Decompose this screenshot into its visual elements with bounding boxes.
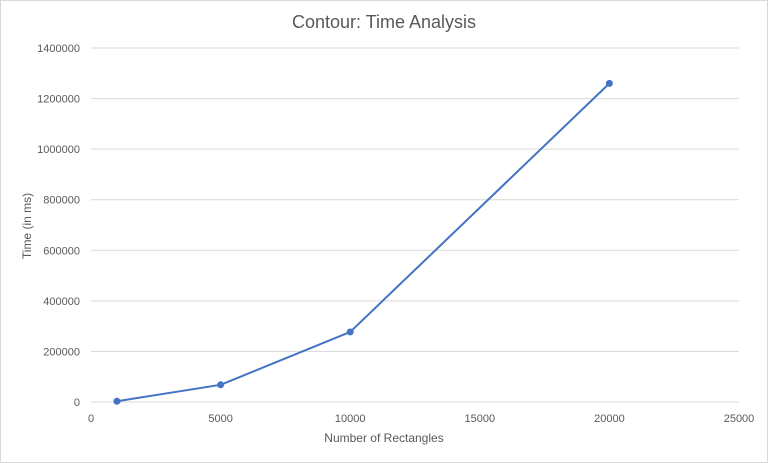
data-point	[113, 397, 121, 405]
y-tick-label: 800000	[43, 195, 80, 207]
y-tick-label: 1000000	[37, 144, 80, 156]
data-point	[217, 381, 225, 389]
y-tick-label: 600000	[43, 245, 80, 257]
y-axis-label: Time (in ms)	[20, 193, 34, 259]
y-axis-ticks: 0 200000 400000 600000 800000 1000000 1200000 1…	[37, 43, 80, 409]
x-tick-label: 20000	[594, 413, 625, 425]
x-tick-label: 0	[88, 413, 94, 425]
data-point	[346, 328, 354, 336]
y-tick-label: 200000	[43, 346, 80, 358]
x-tick-label: 5000	[208, 413, 232, 425]
data-point	[605, 79, 613, 87]
y-tick-label: 400000	[43, 296, 80, 308]
x-axis-label: Number of Rectangles	[324, 431, 443, 445]
x-tick-label: 25000	[724, 413, 755, 425]
gridlines	[91, 47, 739, 403]
series-group	[113, 79, 613, 405]
y-tick-label: 1200000	[37, 94, 80, 106]
y-tick-label: 0	[74, 397, 80, 409]
y-tick-label: 1400000	[37, 43, 80, 55]
x-axis-ticks: 0 5000 10000 15000 20000 25000	[88, 413, 754, 425]
x-tick-label: 15000	[465, 413, 496, 425]
series-line	[116, 82, 611, 403]
x-tick-label: 10000	[335, 413, 366, 425]
chart-title: Contour: Time Analysis	[292, 12, 476, 32]
